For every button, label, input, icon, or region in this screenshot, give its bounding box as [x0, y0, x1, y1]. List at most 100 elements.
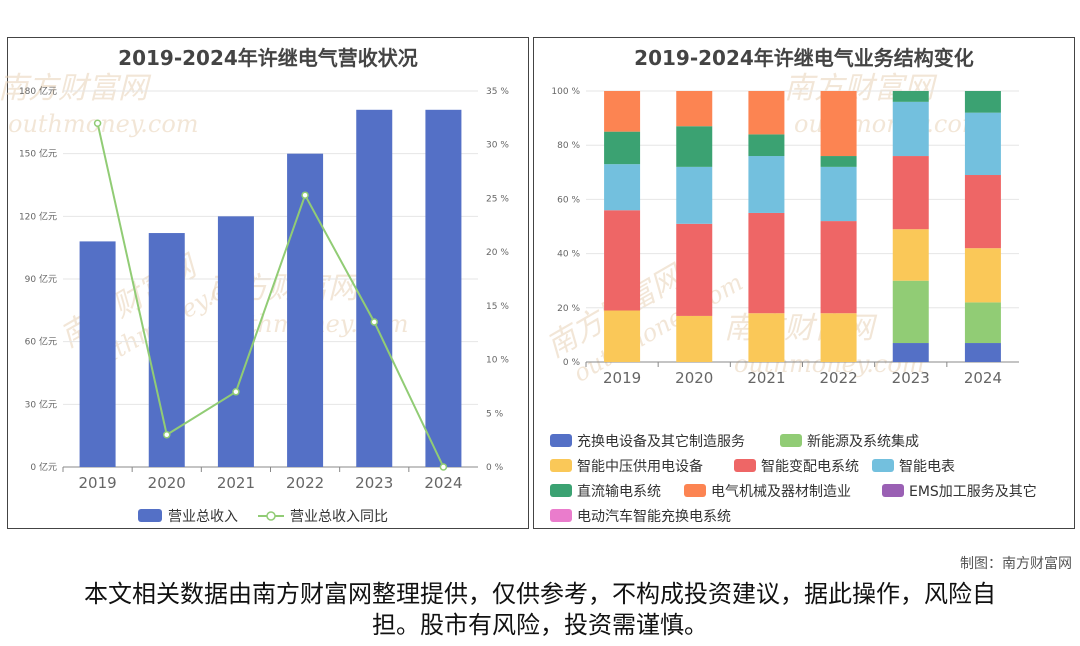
legend-swatch	[780, 434, 802, 447]
legend-swatch	[550, 484, 572, 497]
x-tick-label: 2023	[892, 369, 930, 387]
stack-segment	[892, 280, 929, 344]
y-left-tick-label: 30 亿元	[25, 398, 57, 410]
y-right-tick-label: 15 %	[486, 302, 509, 312]
stack-segment	[604, 164, 641, 211]
structure-chart-title: 2019-2024年许继电气业务结构变化	[634, 46, 974, 70]
yoy-point	[301, 191, 309, 199]
revenue-bar	[287, 153, 324, 467]
stack-segment	[604, 210, 641, 311]
x-tick-label: 2019	[78, 474, 116, 492]
revenue-bar	[79, 241, 116, 467]
x-tick-label: 2022	[819, 369, 857, 387]
legend-label: 智能变配电系统	[761, 459, 859, 475]
stack-segment	[748, 134, 785, 157]
y-right-tick-label: 20 %	[486, 248, 509, 258]
stack-segment	[892, 343, 929, 362]
stack-segment	[964, 302, 1001, 344]
y-left-tick-label: 120 亿元	[19, 210, 57, 222]
legend-swatch	[872, 459, 894, 472]
stack-segment	[676, 166, 713, 224]
y-right-tick-label: 35 %	[486, 87, 509, 97]
legend-label: 新能源及系统集成	[807, 433, 919, 450]
legend-label: 直流输电系统	[577, 483, 661, 500]
legend-label: 智能电表	[899, 459, 955, 475]
stack-segment	[820, 91, 857, 157]
stack-segment	[892, 229, 929, 281]
x-tick-label: 2023	[355, 474, 393, 492]
revenue-bar	[356, 109, 393, 468]
structure-chart-panel: 2019-2024年许继电气业务结构变化 南方财富网outhmoney.com南…	[533, 37, 1075, 529]
stack-segment	[676, 223, 713, 316]
revenue-chart-svg: 南方财富网outhmoney.com南方财富网outhmoney.com南方财富…	[0, 71, 509, 525]
x-tick-label: 2022	[286, 474, 324, 492]
yoy-point	[93, 119, 102, 127]
disclaimer-text: 本文相关数据由南方财富网整理提供，仅供参考，不构成投资建议，据此操作，风险自担。…	[84, 580, 996, 639]
revenue-chart-panel: 2019-2024年许继电气营收状况 南方财富网 outhmoney.com 南方财…	[0, 37, 529, 529]
yoy-point	[370, 318, 378, 326]
y-left-tick-label: 180 亿元	[19, 85, 57, 97]
x-tick-label: 2021	[217, 474, 255, 492]
y-right-tick-label: 30 %	[486, 141, 509, 151]
stack-segment	[748, 91, 785, 135]
y-right-tick-label: 5 %	[486, 409, 504, 419]
yoy-point	[232, 388, 240, 396]
y-left-tick-label: 0 亿元	[30, 461, 57, 473]
y-tick-label: 40 %	[557, 250, 580, 260]
stack-segment	[676, 126, 713, 167]
chart-credit: 制图：南方财富网	[960, 556, 1072, 572]
structure-chart-svg: 南方财富网outhmoney.com南方财富网outhmoney.com南方财富…	[541, 71, 1037, 525]
legend-label: 充换电设备及其它制造服务	[577, 433, 745, 450]
x-tick-label: 2024	[964, 369, 1002, 387]
y-left-tick-label: 60 亿元	[25, 336, 57, 348]
stack-segment	[604, 131, 641, 165]
legend-label-revenue: 营业总收入	[168, 509, 238, 525]
watermark-cn: 南方财富网	[0, 71, 152, 106]
x-tick-label: 2020	[148, 474, 186, 492]
stack-segment	[820, 221, 857, 314]
y-tick-label: 20 %	[557, 304, 580, 314]
x-tick-label: 2019	[603, 369, 641, 387]
y-right-tick-label: 10 %	[486, 356, 509, 366]
legend-label: EMS加工服务及其它	[909, 483, 1037, 500]
y-tick-label: 0 %	[563, 358, 581, 368]
y-tick-label: 100 %	[551, 87, 580, 97]
y-right-tick-label: 0 %	[486, 463, 504, 473]
stack-segment	[820, 166, 857, 222]
stack-segment	[748, 313, 785, 362]
revenue-chart-title: 2019-2024年许继电气营收状况	[118, 46, 418, 70]
y-tick-label: 80 %	[557, 141, 580, 151]
revenue-bar	[425, 109, 462, 468]
yoy-line	[96, 123, 445, 468]
stack-segment	[892, 91, 929, 102]
stack-segment	[964, 248, 1001, 303]
stack-segment	[604, 91, 641, 132]
stack-segment	[820, 313, 857, 362]
y-left-tick-label: 90 亿元	[25, 273, 57, 285]
y-left-tick-label: 150 亿元	[19, 148, 57, 160]
legend-swatch	[734, 459, 756, 472]
stack-segment	[964, 343, 1001, 362]
legend-swatch-revenue	[138, 509, 162, 522]
legend-label-yoy: 营业总收入同比	[290, 509, 388, 525]
stack-segment	[748, 156, 785, 213]
stack-segment	[676, 315, 713, 362]
yoy-point	[163, 431, 171, 439]
y-tick-label: 60 %	[557, 195, 580, 205]
x-tick-label: 2021	[747, 369, 785, 387]
y-right-tick-label: 25 %	[486, 194, 509, 204]
stack-segment	[964, 175, 1001, 249]
legend-swatch	[550, 459, 572, 472]
stack-segment	[748, 212, 785, 314]
legend-label: 电动汽车智能充换电系统	[577, 508, 731, 525]
stack-segment	[964, 91, 1001, 113]
x-tick-label: 2024	[424, 474, 462, 492]
yoy-point	[439, 463, 448, 471]
legend-marker-yoy	[266, 511, 276, 521]
stack-segment	[892, 156, 929, 230]
legend-label: 电气机械及器材制造业	[711, 484, 851, 500]
legend-swatch	[550, 434, 572, 447]
legend-swatch	[550, 509, 572, 522]
legend-swatch	[882, 484, 904, 497]
x-tick-label: 2020	[675, 369, 713, 387]
